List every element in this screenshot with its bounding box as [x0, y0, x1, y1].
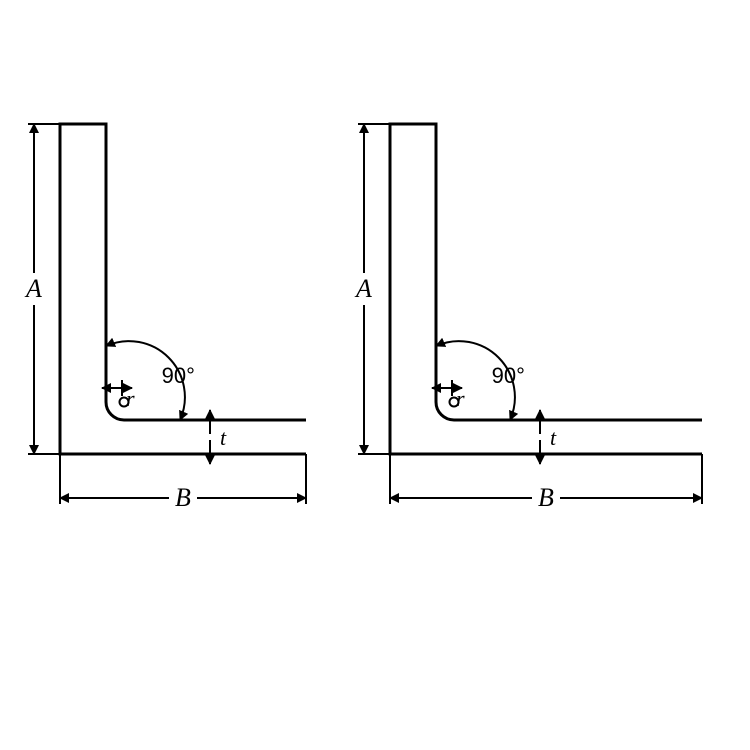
label-A: A [24, 274, 42, 303]
label-B: B [538, 483, 554, 512]
label-angle: 90° [492, 363, 525, 388]
angle-section-outline [60, 124, 306, 454]
label-t: t [220, 425, 227, 450]
label-B: B [175, 483, 191, 512]
label-t: t [550, 425, 557, 450]
label-A: A [354, 274, 372, 303]
diagram-svg: A B 90° r t A B 90° r t [0, 0, 750, 750]
label-r: r [126, 386, 135, 411]
label-angle: 90° [162, 363, 195, 388]
angle-section-outline [390, 124, 702, 454]
label-r: r [456, 386, 465, 411]
diagram-stage: A B 90° r t A B 90° r t [0, 0, 750, 750]
